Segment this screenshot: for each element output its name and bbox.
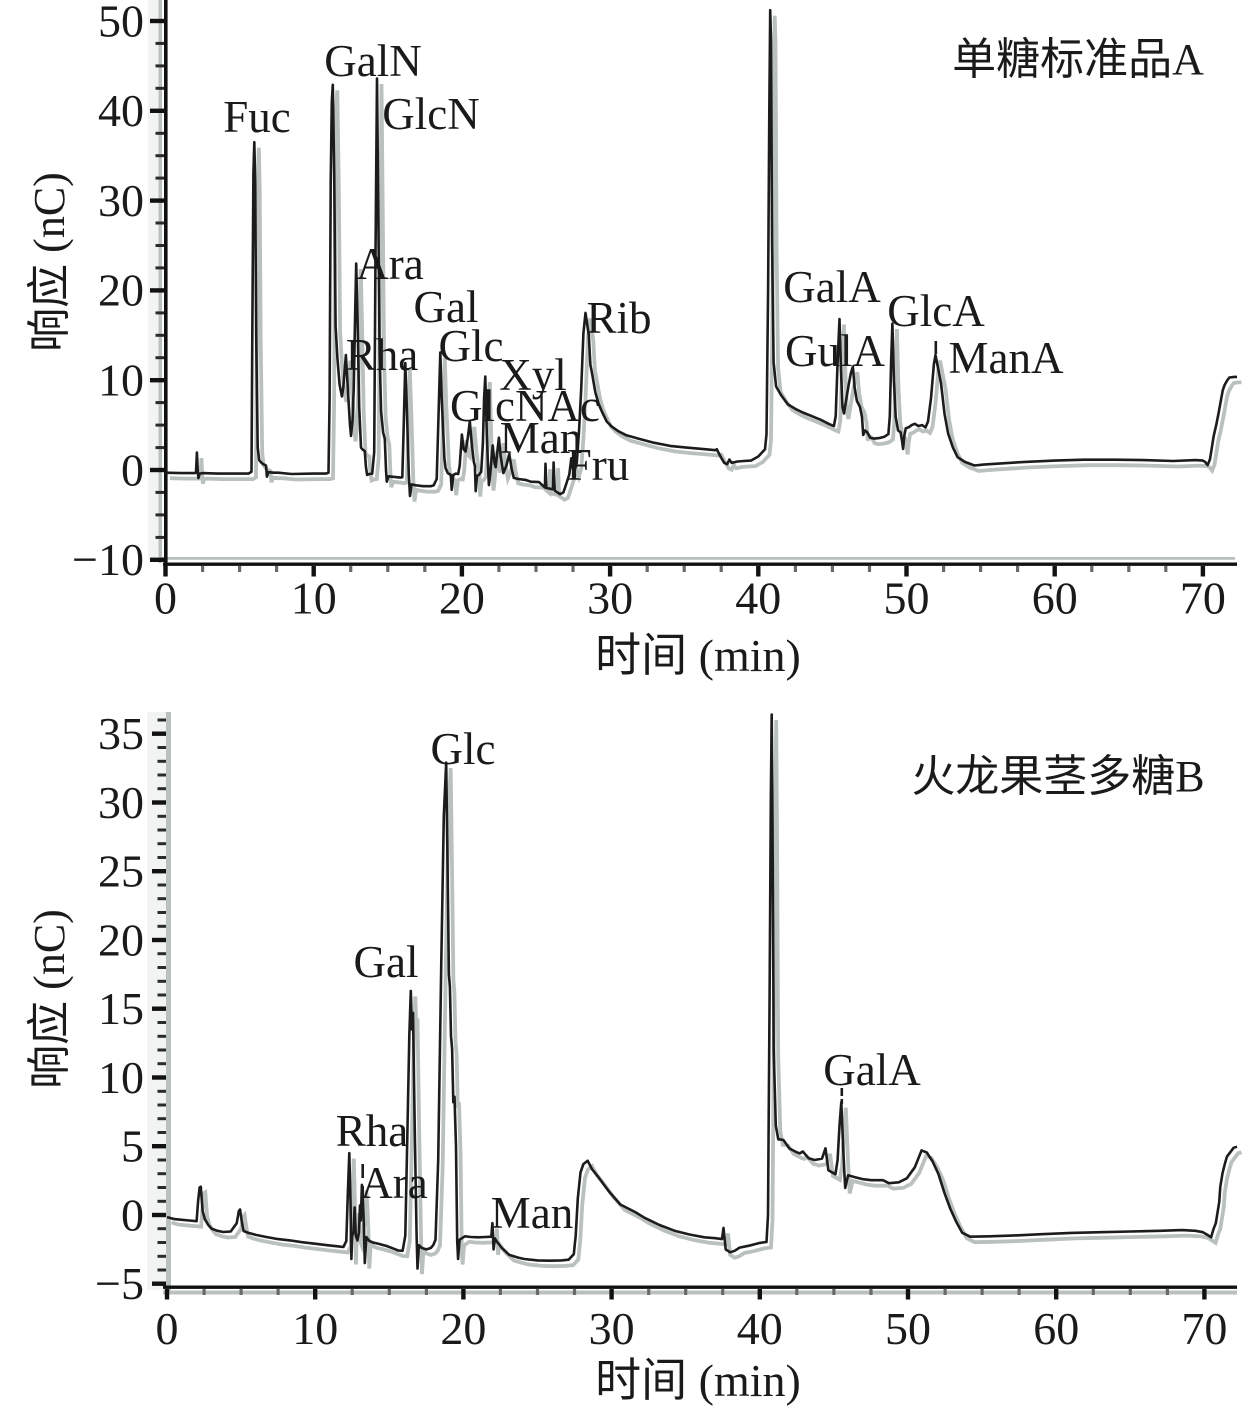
svg-text:Glc: Glc: [431, 724, 496, 774]
svg-text:10: 10: [291, 573, 337, 624]
svg-text:35: 35: [98, 708, 144, 759]
svg-text:70: 70: [1180, 573, 1226, 624]
svg-text:70: 70: [1181, 1303, 1227, 1354]
svg-text:−10: −10: [72, 534, 144, 585]
svg-text:时间 (min): 时间 (min): [595, 630, 801, 681]
svg-text:40: 40: [98, 85, 144, 136]
svg-text:10: 10: [292, 1303, 338, 1354]
svg-text:10: 10: [98, 1052, 144, 1103]
svg-text:0: 0: [121, 444, 144, 495]
svg-text:25: 25: [98, 846, 144, 897]
svg-text:30: 30: [589, 1303, 635, 1354]
svg-text:GlcNAc: GlcNAc: [450, 381, 600, 431]
svg-text:−5: −5: [95, 1258, 144, 1309]
svg-text:30: 30: [587, 573, 633, 624]
svg-text:50: 50: [884, 573, 930, 624]
svg-text:GalA: GalA: [783, 262, 881, 312]
svg-text:GalN: GalN: [324, 36, 421, 86]
svg-text:10: 10: [98, 355, 144, 406]
svg-text:GulA: GulA: [785, 326, 886, 376]
svg-text:Gal: Gal: [354, 937, 419, 987]
svg-text:Rha: Rha: [346, 330, 419, 380]
svg-text:Xyl: Xyl: [499, 350, 567, 400]
svg-text:0: 0: [154, 573, 177, 624]
svg-text:Gal: Gal: [414, 282, 479, 332]
svg-text:Man: Man: [491, 1188, 574, 1238]
svg-text:40: 40: [735, 573, 781, 624]
svg-text:20: 20: [440, 1303, 486, 1354]
svg-text:Rib: Rib: [586, 293, 651, 343]
svg-text:60: 60: [1032, 573, 1078, 624]
svg-text:0: 0: [121, 1189, 144, 1240]
svg-text:ManA: ManA: [949, 333, 1064, 383]
svg-text:15: 15: [98, 983, 144, 1034]
svg-text:0: 0: [156, 1303, 179, 1354]
svg-text:单糖标准品A: 单糖标准品A: [952, 35, 1204, 84]
svg-text:5: 5: [121, 1121, 144, 1172]
svg-text:响应 (nC): 响应 (nC): [25, 909, 74, 1089]
svg-text:Rha: Rha: [336, 1106, 409, 1156]
svg-text:Man: Man: [500, 413, 583, 463]
svg-text:20: 20: [98, 265, 144, 316]
svg-text:30: 30: [98, 175, 144, 226]
svg-text:火龙果茎多糖B: 火龙果茎多糖B: [911, 752, 1204, 801]
svg-text:Ara: Ara: [356, 239, 423, 289]
svg-text:20: 20: [439, 573, 485, 624]
svg-text:GlcA: GlcA: [887, 286, 985, 336]
svg-text:Glc: Glc: [439, 321, 504, 371]
svg-text:Fuc: Fuc: [223, 92, 291, 142]
svg-text:20: 20: [98, 914, 144, 965]
svg-text:50: 50: [885, 1303, 931, 1354]
svg-text:40: 40: [737, 1303, 783, 1354]
svg-text:Fru: Fru: [567, 440, 630, 490]
svg-text:Ara: Ara: [360, 1158, 427, 1208]
svg-text:响应 (nC): 响应 (nC): [25, 172, 74, 352]
svg-text:50: 50: [98, 0, 144, 46]
svg-text:30: 30: [98, 777, 144, 828]
svg-text:GlcN: GlcN: [382, 89, 479, 139]
svg-text:60: 60: [1033, 1303, 1079, 1354]
svg-text:GalA: GalA: [823, 1045, 921, 1095]
svg-text:时间 (min): 时间 (min): [595, 1355, 801, 1406]
